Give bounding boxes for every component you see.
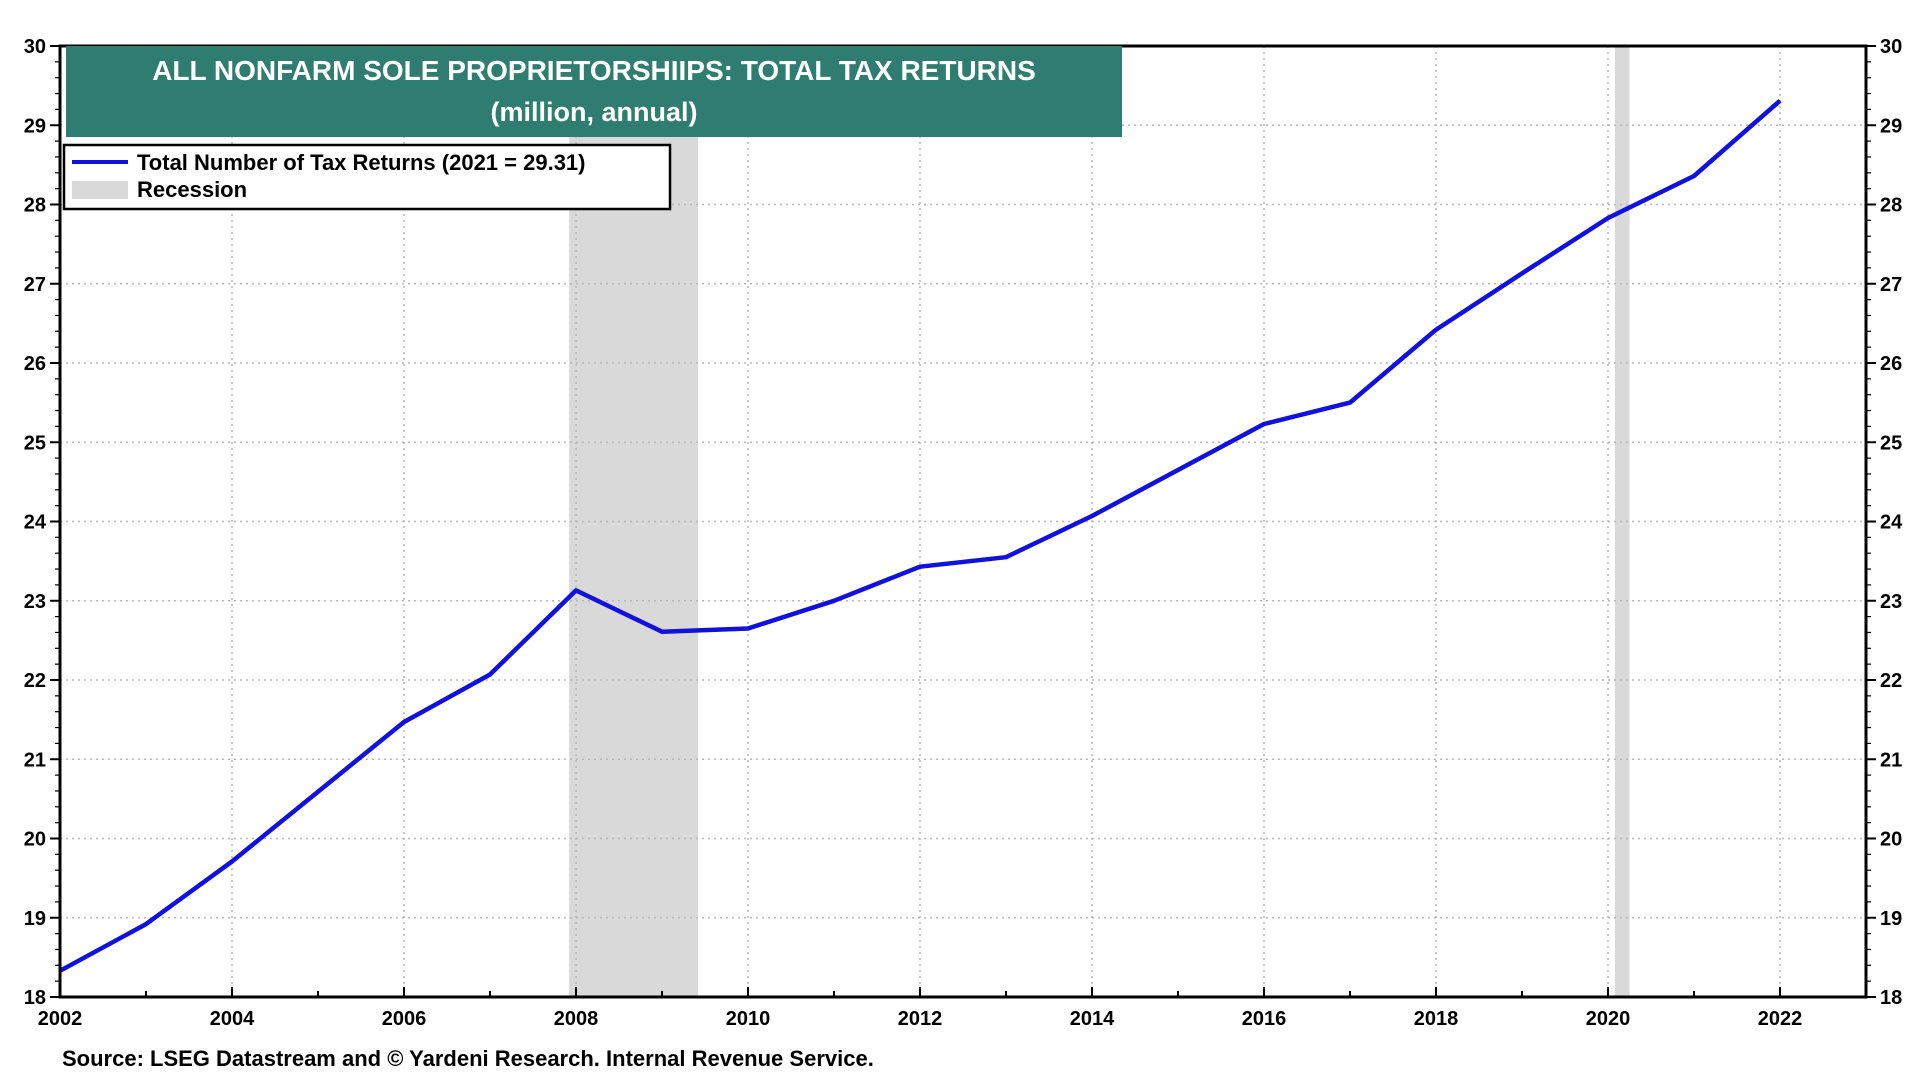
series-layer (58, 99, 1782, 973)
x-tick-label: 2012 (898, 1008, 943, 1030)
x-tick-label: 2016 (1242, 1008, 1287, 1030)
y-tick-label-left: 25 (24, 432, 46, 454)
y-tick-label-right: 20 (1880, 829, 1902, 851)
x-tick-label: 2004 (210, 1008, 255, 1030)
y-tick-label-right: 19 (1880, 908, 1902, 930)
legend: Total Number of Tax Returns (2021 = 29.3… (62, 143, 672, 211)
y-tick-label-left: 27 (24, 274, 46, 296)
x-tick-label: 2020 (1586, 1008, 1631, 1030)
x-tick-label: 2006 (382, 1008, 427, 1030)
y-tick-label-left: 22 (24, 670, 46, 692)
y-tick-label-right: 28 (1880, 195, 1902, 217)
series-line-0 (58, 99, 1782, 973)
x-tick-label: 2010 (726, 1008, 771, 1030)
y-tick-label-left: 28 (24, 195, 46, 217)
y-tick-label-left: 20 (24, 829, 46, 851)
y-tick-label-left: 23 (24, 591, 46, 613)
y-tick-label-right: 29 (1880, 115, 1902, 137)
y-tick-label-left: 19 (24, 908, 46, 930)
legend-box (62, 143, 672, 211)
source-note: Source: LSEG Datastream and © Yardeni Re… (62, 1046, 874, 1071)
y-tick-label-right: 23 (1880, 591, 1902, 613)
y-tick-label-right: 24 (1880, 512, 1903, 534)
y-tick-label-right: 25 (1880, 432, 1902, 454)
chart-title: ALL NONFARM SOLE PROPRIETORSHIIPS: TOTAL… (152, 55, 1036, 86)
y-tick-label-right: 21 (1880, 749, 1902, 771)
x-tick-label: 2018 (1414, 1008, 1459, 1030)
y-tick-label-right: 27 (1880, 274, 1902, 296)
y-tick-label-left: 24 (24, 512, 47, 534)
y-tick-label-left: 18 (24, 987, 46, 1009)
title-box: ALL NONFARM SOLE PROPRIETORSHIIPS: TOTAL… (66, 46, 1122, 137)
y-tick-label-left: 26 (24, 353, 46, 375)
y-tick-label-left: 29 (24, 115, 46, 137)
y-tick-label-right: 30 (1880, 36, 1902, 58)
axis-tick-labels: 2002 2004 2006 2008 2010 2012 2014 2016 2018 2020… (24, 36, 1903, 1030)
y-tick-label-right: 26 (1880, 353, 1902, 375)
chart-subtitle: (million, annual) (491, 97, 698, 127)
legend-label-recession: Recession (137, 177, 247, 202)
y-tick-label-left: 30 (24, 36, 46, 58)
x-tick-label: 2008 (554, 1008, 599, 1030)
x-tick-label: 2022 (1758, 1008, 1803, 1030)
recession-band (1614, 46, 1630, 997)
x-tick-label: 2002 (38, 1008, 83, 1030)
legend-swatch-recession (72, 181, 128, 199)
axis-ticks (50, 45, 1876, 998)
y-tick-label-right: 18 (1880, 987, 1902, 1009)
legend-label-series: Total Number of Tax Returns (2021 = 29.3… (137, 150, 586, 175)
x-tick-label: 2014 (1070, 1008, 1115, 1030)
y-tick-label-right: 22 (1880, 670, 1902, 692)
y-tick-label-left: 21 (24, 749, 46, 771)
title-background (66, 46, 1122, 137)
